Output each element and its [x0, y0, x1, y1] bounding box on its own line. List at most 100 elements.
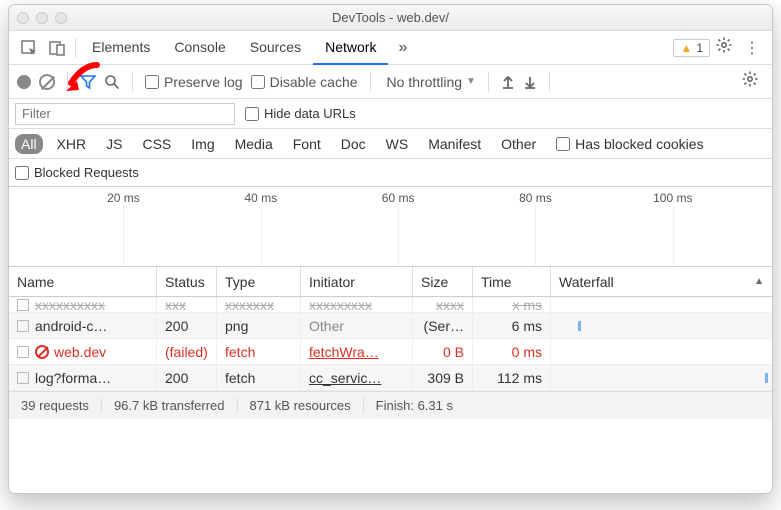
type-ws[interactable]: WS — [380, 134, 415, 154]
inspect-icon[interactable] — [15, 40, 43, 56]
timeline-overview[interactable]: 20 ms40 ms60 ms80 ms100 ms — [9, 187, 772, 267]
warning-icon: ▲ — [680, 41, 692, 55]
request-name: log?forma… — [35, 370, 111, 386]
sort-asc-icon: ▲ — [754, 276, 764, 287]
cell-initiator[interactable]: cc_servic… — [301, 365, 413, 390]
cell-type: fetch — [217, 339, 301, 364]
preserve-log-label: Preserve log — [164, 74, 243, 90]
table-row[interactable]: android-c…200pngOther(Ser…6 ms — [9, 313, 772, 339]
throttling-value: No throttling — [387, 74, 462, 90]
tab-sources[interactable]: Sources — [238, 31, 313, 65]
cell-type: fetch — [217, 365, 301, 390]
status-finish: Finish: 6.31 s — [364, 398, 465, 413]
col-initiator[interactable]: Initiator — [301, 267, 413, 296]
cell-status: (failed) — [157, 339, 217, 364]
cell-time: 0 ms — [473, 339, 551, 364]
cell-initiator[interactable]: fetchWra… — [301, 339, 413, 364]
col-waterfall[interactable]: Waterfall▲ — [551, 267, 772, 296]
type-css[interactable]: CSS — [136, 134, 177, 154]
blocked-requests-checkbox[interactable]: Blocked Requests — [15, 165, 139, 180]
tab-network[interactable]: Network — [313, 31, 388, 65]
blocked-requests-input[interactable] — [15, 166, 29, 180]
warning-count: 1 — [696, 41, 703, 55]
close-dot[interactable] — [17, 12, 29, 24]
col-status[interactable]: Status — [157, 267, 217, 296]
preserve-log-input[interactable] — [145, 75, 159, 89]
clear-button[interactable] — [39, 74, 55, 90]
disable-cache-input[interactable] — [251, 75, 265, 89]
status-transferred: 96.7 kB transferred — [102, 398, 238, 413]
network-settings-icon[interactable] — [736, 71, 764, 92]
row-checkbox[interactable] — [17, 346, 29, 358]
filter-input[interactable] — [15, 103, 235, 125]
table-row[interactable]: xxxxxxxxxx xxx xxxxxxx xxxxxxxxx xxxx x … — [9, 297, 772, 313]
status-resources: 871 kB resources — [238, 398, 364, 413]
row-checkbox[interactable] — [17, 320, 29, 332]
request-name: web.dev — [54, 344, 106, 360]
type-manifest[interactable]: Manifest — [422, 134, 487, 154]
panel-tabs: Elements Console Sources Network » ▲ 1 ⋮ — [9, 31, 772, 65]
settings-icon[interactable] — [710, 37, 738, 58]
zoom-dot[interactable] — [55, 12, 67, 24]
chevron-down-icon: ▼ — [466, 76, 476, 87]
timeline-tick: 20 ms — [107, 191, 140, 205]
minimize-dot[interactable] — [36, 12, 48, 24]
more-menu-icon[interactable]: ⋮ — [738, 38, 766, 58]
hide-data-urls-input[interactable] — [245, 107, 259, 121]
device-toggle-icon[interactable] — [43, 40, 71, 56]
blocked-requests-row: Blocked Requests — [9, 159, 772, 187]
preserve-log-checkbox[interactable]: Preserve log — [145, 74, 243, 90]
type-all[interactable]: All — [15, 134, 43, 154]
cell-status: 200 — [157, 313, 217, 338]
cell-type: png — [217, 313, 301, 338]
timeline-tick: 100 ms — [653, 191, 692, 205]
network-toolbar: Preserve log Disable cache No throttling… — [9, 65, 772, 99]
blocked-requests-label: Blocked Requests — [34, 165, 139, 180]
filter-row: Hide data URLs — [9, 99, 772, 129]
warning-badge[interactable]: ▲ 1 — [673, 39, 710, 57]
blocked-icon — [35, 345, 49, 359]
throttling-select[interactable]: No throttling ▼ — [387, 74, 476, 90]
request-name: android-c… — [35, 318, 107, 334]
tabs-overflow[interactable]: » — [388, 31, 417, 65]
window-title: DevTools - web.dev/ — [9, 10, 772, 25]
hide-data-urls-checkbox[interactable]: Hide data URLs — [245, 106, 356, 121]
tab-elements[interactable]: Elements — [80, 31, 162, 65]
type-other[interactable]: Other — [495, 134, 542, 154]
has-blocked-cookies-checkbox[interactable]: Has blocked cookies — [556, 136, 703, 152]
table-row[interactable]: log?forma… 200fetchcc_servic…309 B112 ms — [9, 365, 772, 391]
cell-initiator[interactable]: Other — [301, 313, 413, 338]
traffic-lights[interactable] — [17, 12, 67, 24]
type-media[interactable]: Media — [229, 134, 279, 154]
type-xhr[interactable]: XHR — [51, 134, 93, 154]
status-bar: 39 requests 96.7 kB transferred 871 kB r… — [9, 391, 772, 419]
table-row[interactable]: web.dev (failed)fetchfetchWra…0 B0 ms — [9, 339, 772, 365]
titlebar: DevTools - web.dev/ — [9, 5, 772, 31]
disable-cache-label: Disable cache — [270, 74, 358, 90]
filter-toggle-icon[interactable] — [80, 74, 96, 90]
download-har-icon[interactable] — [523, 75, 537, 89]
cell-size: 309 B — [413, 365, 473, 390]
type-doc[interactable]: Doc — [335, 134, 372, 154]
type-js[interactable]: JS — [100, 134, 128, 154]
type-img[interactable]: Img — [185, 134, 220, 154]
upload-har-icon[interactable] — [501, 75, 515, 89]
cell-size: 0 B — [413, 339, 473, 364]
hide-data-urls-label: Hide data URLs — [264, 106, 356, 121]
disable-cache-checkbox[interactable]: Disable cache — [251, 74, 358, 90]
col-type[interactable]: Type — [217, 267, 301, 296]
col-name[interactable]: Name — [9, 267, 157, 296]
cell-time: 112 ms — [473, 365, 551, 390]
cell-waterfall — [551, 365, 772, 390]
record-button[interactable] — [17, 75, 31, 89]
row-checkbox[interactable] — [17, 372, 29, 384]
tab-console[interactable]: Console — [162, 31, 237, 65]
cell-status: 200 — [157, 365, 217, 390]
type-font[interactable]: Font — [287, 134, 327, 154]
has-blocked-cookies-input[interactable] — [556, 137, 570, 151]
status-requests: 39 requests — [9, 398, 102, 413]
col-size[interactable]: Size — [413, 267, 473, 296]
timeline-tick: 40 ms — [244, 191, 277, 205]
search-icon[interactable] — [104, 74, 120, 90]
col-time[interactable]: Time — [473, 267, 551, 296]
